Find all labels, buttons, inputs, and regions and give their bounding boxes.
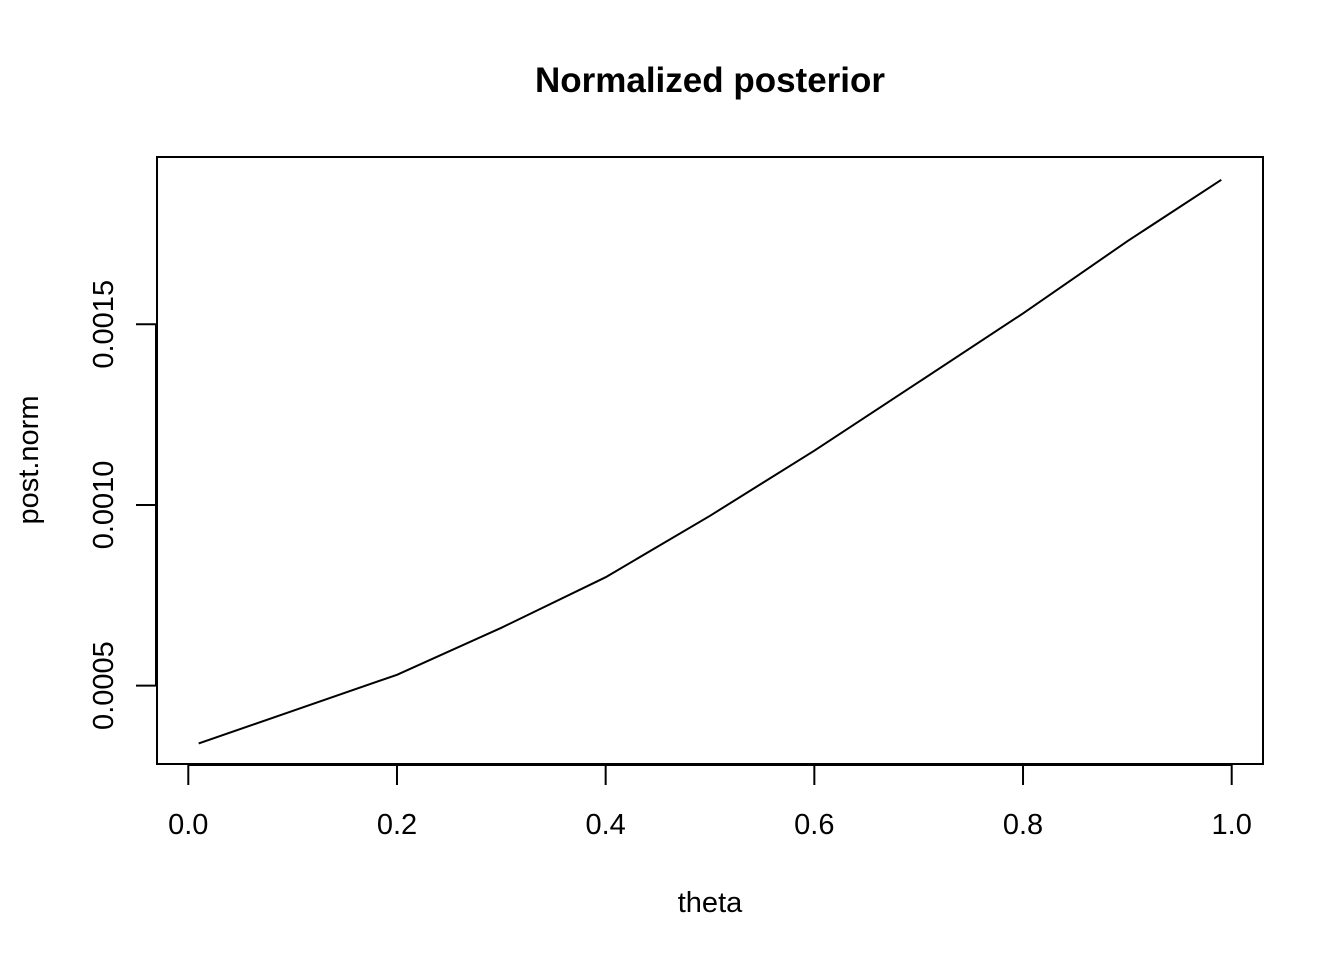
y-tick-label: 0.0015: [88, 280, 120, 369]
chart-title: Normalized posterior: [535, 61, 885, 100]
x-tick-label: 1.0: [1212, 809, 1252, 841]
y-axis: 0.0005 0.0010 0.0015: [88, 280, 157, 730]
x-tick-label: 0.8: [1003, 809, 1043, 841]
plot-frame: [156, 156, 1264, 765]
y-tick-label: 0.0005: [88, 641, 120, 730]
x-tick-label: 0.2: [377, 809, 417, 841]
y-tick-label: 0.0010: [88, 461, 120, 550]
y-axis-label: post.norm: [13, 396, 45, 525]
x-tick-label: 0.6: [794, 809, 834, 841]
x-tick-label: 0.4: [585, 809, 625, 841]
x-axis-label: theta: [678, 887, 743, 919]
series-layer: [198, 178, 1222, 745]
x-tick-label: 0.0: [168, 809, 208, 841]
series-line: [198, 178, 1222, 745]
x-axis: 0.0 0.2 0.4 0.6 0.8 1.0: [168, 764, 1252, 841]
